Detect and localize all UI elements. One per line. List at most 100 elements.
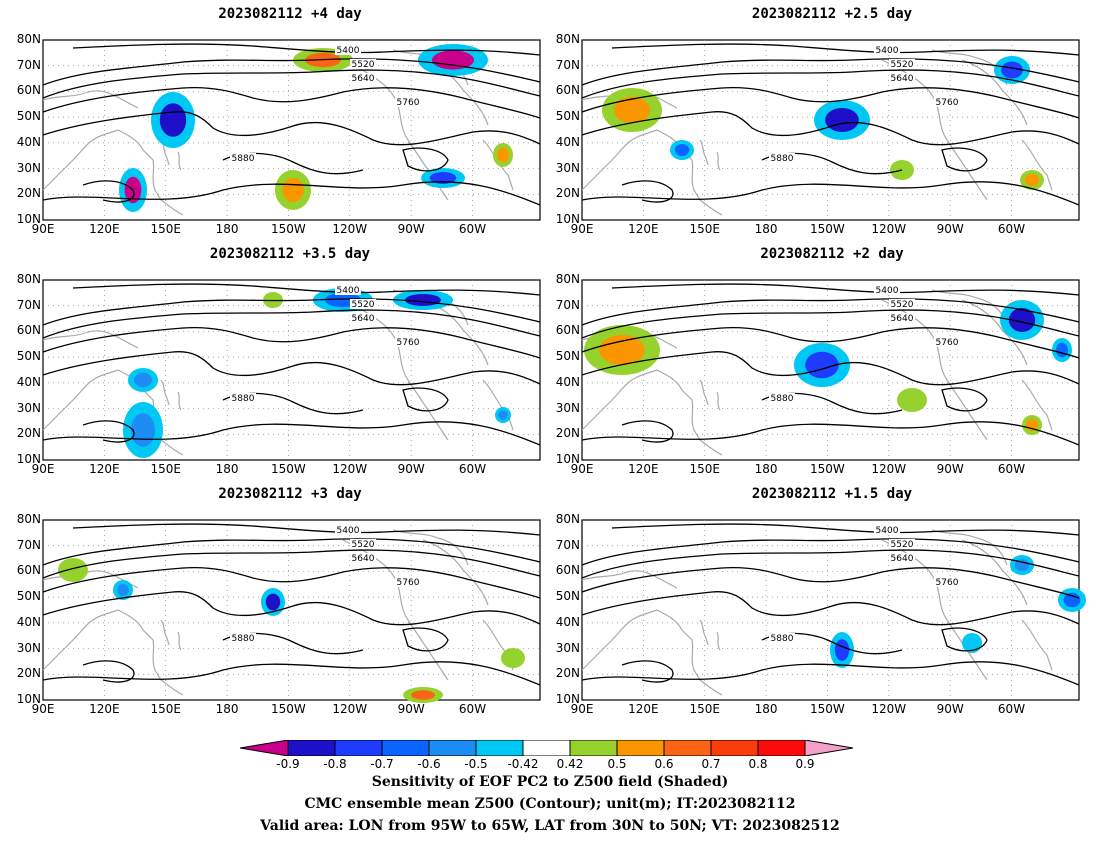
map-panel-3: 5400 5520 5640 5760 5880 [42,279,541,461]
lon-label: 120E [89,702,120,716]
lon-label: 150W [810,222,845,236]
colorbar-label: 0.42 [556,757,584,771]
lon-label: 120W [871,222,907,236]
z500-contour [621,660,674,683]
lat-label: 60N [16,323,41,338]
lat-label: 70N [555,537,580,552]
coastline [699,139,709,166]
contour-label-bg [350,539,376,549]
lat-label: 10N [555,212,580,226]
z500-contour [42,326,541,359]
sensitivity-core [1024,174,1040,186]
sensitivity-core [1008,308,1036,332]
contour-label: 5400 [337,526,360,536]
lon-label: 60W [458,462,487,476]
caption-line-2: CMC ensemble mean Z500 (Contour); unit(m… [304,796,796,812]
sensitivity-core [64,562,82,578]
lat-label: 50N [16,589,41,604]
lat-label: 50N [555,349,580,364]
lat-label: 80N [555,512,580,526]
contour-label: 5640 [352,554,375,564]
sensitivity-core [117,584,129,596]
sensitivity-core [903,392,921,408]
contour-label-bg [395,577,421,587]
contour-label: 5760 [397,578,420,588]
z500-contour [581,181,1080,206]
z500-contour [941,627,988,652]
contour-label-bg [769,633,795,643]
z500-contour [581,69,1080,99]
colorbar-label: -0.8 [323,757,347,771]
contour-label: 5640 [891,74,914,84]
lon-label: 90E [570,702,594,716]
colorbar-label: -0.6 [417,757,441,771]
z500-contour [42,549,541,579]
contour-label-bg [769,153,795,163]
lat-label: 60N [555,323,580,338]
coastline [699,379,709,406]
sensitivity-core [599,335,645,365]
panel-title-3: 2023082112 +3.5 day [209,246,371,262]
contour-label: 5640 [891,554,914,564]
map-panel-6: 5400 5520 5640 5760 5880 [581,519,1086,701]
z500-contour [42,111,541,146]
contour-label-bg [335,285,361,295]
lon-label: 150W [810,702,845,716]
colorbar-segment [710,740,759,756]
panel-title-1: 2023082112 +4 day [218,6,362,22]
lon-label: 150E [689,222,720,236]
z500-contour [621,180,674,203]
contour-label-bg [395,337,421,347]
lat-label: 10N [555,452,580,466]
colorbar-label: 0.5 [607,757,627,771]
contour-label-bg [335,525,361,535]
contour-label: 5640 [891,314,914,324]
contour-label: 5520 [352,60,375,70]
lat-label: 40N [555,614,580,629]
lat-label: 40N [555,134,580,149]
sensitivity-core [498,410,508,420]
z500-contour [581,111,1080,146]
coastline [716,391,721,411]
colorbar-segment [381,740,430,756]
lat-label: 80N [16,512,41,526]
lat-label: 40N [555,374,580,389]
lon-label: 180 [754,222,778,236]
lat-label: 30N [16,640,41,655]
coastline [716,631,721,651]
contour-label: 5760 [397,98,420,108]
lat-label: 20N [16,426,41,441]
coastline [177,151,182,171]
colorbar-segment [334,740,383,756]
lat-label: 10N [555,692,580,706]
contour-label: 5760 [936,338,959,348]
z500-contour [402,627,449,652]
colorbar-segment [616,740,665,756]
colorbar-label: 0.9 [795,757,815,771]
contour-label-bg [230,153,256,163]
lon-label: 90W [397,222,425,236]
lon-label: 60W [997,702,1026,716]
coastline [1021,139,1053,191]
lat-label: 30N [555,160,580,175]
contour-label-bg [934,337,960,347]
contour-label-bg [350,59,376,69]
z500-contour [402,387,449,412]
lat-label: 40N [16,374,41,389]
contour-label: 5520 [352,540,375,550]
z500-contour [42,86,541,119]
caption-line-1: Sensitivity of EOF PC2 to Z500 field (Sh… [371,774,729,790]
lat-label: 60N [555,563,580,578]
z500-contour [621,420,674,443]
contour-label-bg [350,553,376,563]
contour-label-bg [934,577,960,587]
sensitivity-core [834,639,850,661]
lon-label: 150E [150,702,181,716]
coastline [1021,619,1053,671]
lon-label: 120W [332,702,368,716]
sensitivity-core [1056,342,1068,358]
contour-label: 5640 [352,74,375,84]
lat-label: 10N [16,692,41,706]
coastline [581,369,723,456]
contour-label-bg [934,97,960,107]
